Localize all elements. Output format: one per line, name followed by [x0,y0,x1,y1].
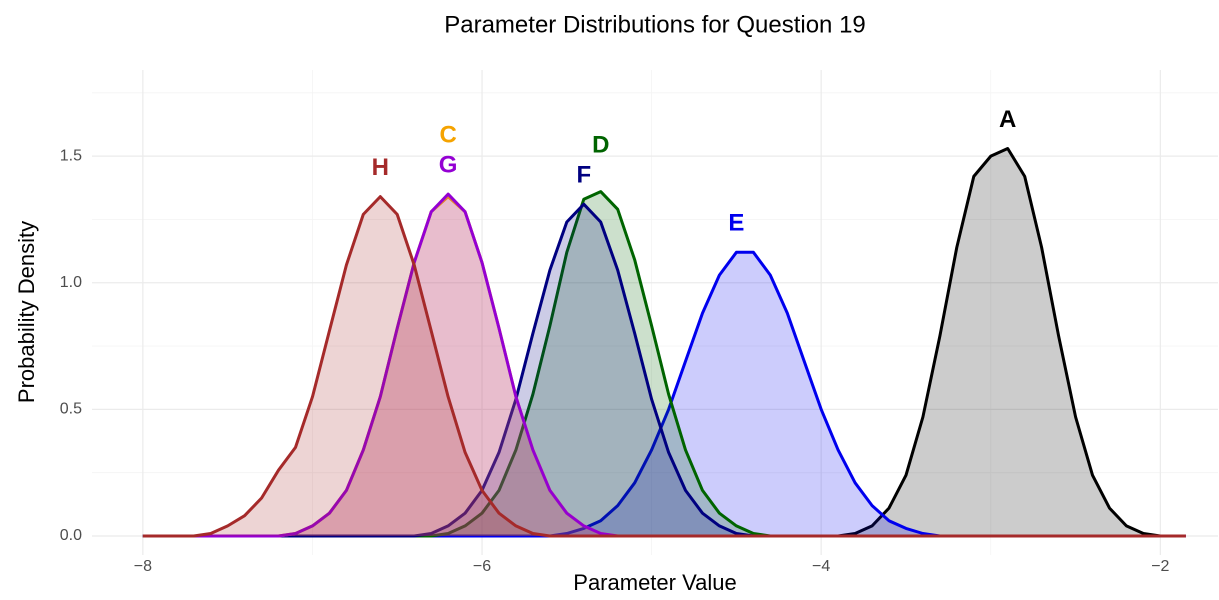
density-curve [142,250,1186,538]
density-curve [142,147,1186,538]
y-tick-label: 1.5 [60,147,82,164]
series-label: H [372,154,389,181]
density-curve [142,192,1186,538]
series-label: G [439,151,458,178]
density-area [142,196,1186,537]
density-area [142,191,1186,537]
series-label: E [728,210,744,237]
density-area [142,194,1186,537]
series-label: A [999,106,1016,133]
density-curve [142,190,1186,538]
y-axis-label: Probability Density [14,221,39,403]
series-label: F [576,162,591,189]
chart-title: Parameter Distributions for Question 19 [444,11,866,38]
y-tick-label: 0.5 [60,401,82,418]
density-area [142,196,1186,537]
y-tick-label: 0.0 [60,527,82,544]
density-curve [142,202,1186,538]
plot-area [142,147,1186,538]
y-tick-label: 1.0 [60,274,82,291]
x-axis-label: Parameter Value [573,570,736,595]
x-tick-label: −2 [1151,558,1169,575]
x-tick-label: −4 [812,558,830,575]
density-area [142,252,1186,537]
series-label: C [439,121,456,148]
density-area [142,204,1186,537]
x-tick-label: −6 [473,558,491,575]
density-curve [142,195,1186,538]
density-area [142,148,1186,537]
x-tick-label: −8 [134,558,152,575]
series-label: D [592,132,609,159]
